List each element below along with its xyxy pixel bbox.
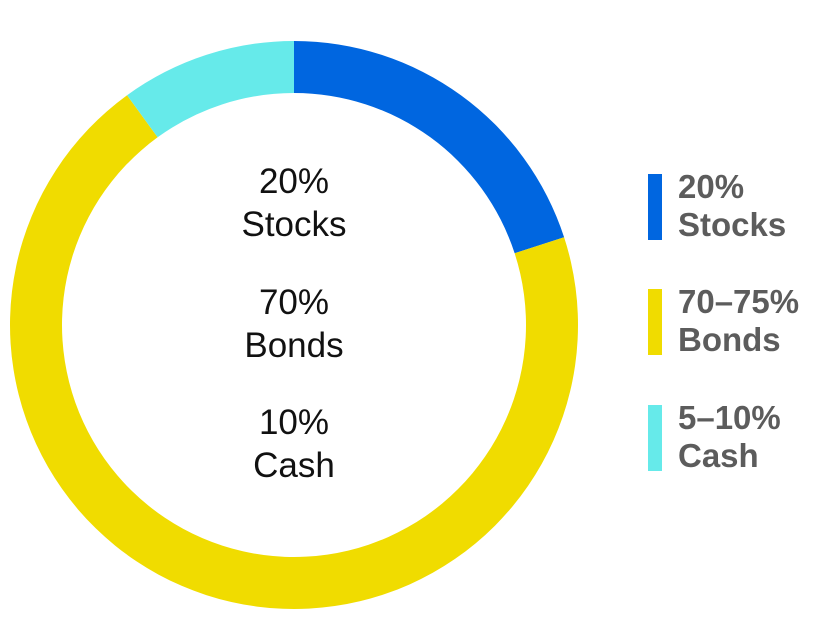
legend-cash-name: Cash xyxy=(678,437,759,474)
center-label-bonds-name: Bonds xyxy=(244,326,344,365)
legend-text-stocks: 20% Stocks xyxy=(678,168,786,244)
legend-text-cash: 5–10% Cash xyxy=(678,399,781,475)
legend-bonds-value: 70–75% xyxy=(678,283,800,320)
donut-slice-stocks xyxy=(294,41,565,254)
legend-stocks-name: Stocks xyxy=(678,206,787,243)
center-label-bonds: 70% Bonds xyxy=(174,281,414,367)
center-label-stocks-value: 20% xyxy=(258,162,330,201)
donut-slice-cash xyxy=(127,41,294,138)
center-label-stocks: 20% Stocks xyxy=(174,160,414,246)
legend-swatch-stocks xyxy=(648,174,662,240)
legend-swatch-cash xyxy=(648,405,662,471)
center-label-bonds-value: 70% xyxy=(258,283,330,322)
legend-text-bonds: 70–75% Bonds xyxy=(678,283,799,359)
legend-bonds-name: Bonds xyxy=(678,321,781,358)
center-label-cash-name: Cash xyxy=(253,446,335,485)
center-label-cash: 10% Cash xyxy=(174,401,414,487)
center-label-cash-value: 10% xyxy=(258,403,330,442)
legend-cash-value: 5–10% xyxy=(678,399,781,436)
legend-swatch-bonds xyxy=(648,289,662,355)
center-label-stocks-name: Stocks xyxy=(241,205,347,244)
legend-stocks-value: 20% xyxy=(678,168,745,205)
